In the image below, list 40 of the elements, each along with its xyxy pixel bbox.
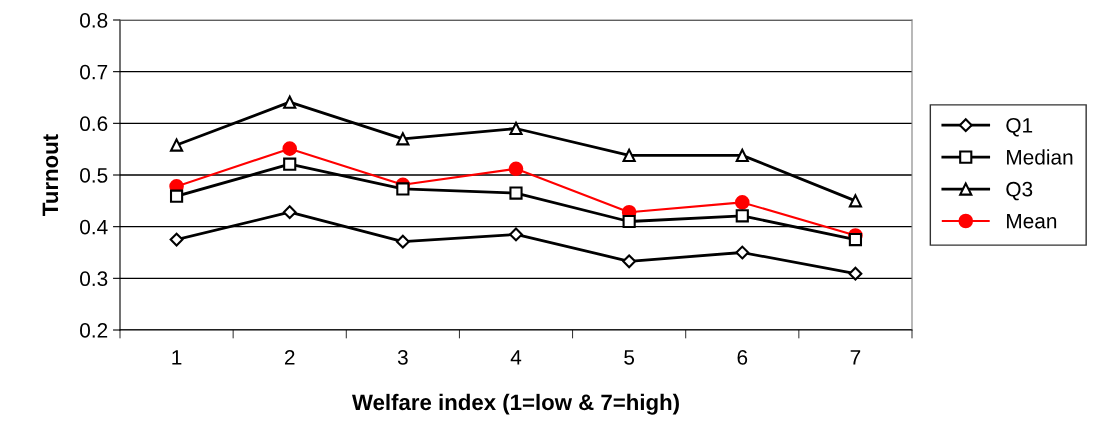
point	[169, 189, 184, 203]
point	[735, 195, 750, 210]
y-tick-label: 0.8	[80, 13, 108, 28]
point	[282, 205, 297, 220]
x-tick-label: 6	[737, 349, 748, 365]
point	[848, 232, 863, 247]
y-tick-label: 0.4	[80, 219, 108, 235]
point	[509, 227, 523, 242]
point	[735, 209, 749, 223]
legend-label: Q3	[1006, 181, 1033, 201]
x-tick-label: 1	[172, 350, 182, 365]
y-tick-label: 0.3	[80, 271, 108, 287]
point	[848, 194, 863, 208]
point	[395, 234, 410, 249]
point	[282, 141, 297, 156]
point	[396, 132, 410, 146]
y-tick-label: 0.2	[80, 323, 108, 338]
point	[622, 214, 636, 229]
y-tick-label: 0.5	[80, 168, 108, 183]
point	[509, 186, 523, 200]
x-axis-title: Welfare index (1=low & 7=high)	[351, 393, 679, 415]
x-tick-label: 2	[284, 349, 295, 365]
y-tick-label: 0.7	[80, 64, 108, 80]
x-tick-label: 3	[397, 349, 408, 365]
point	[283, 157, 297, 171]
y-axis-title: Turnout	[42, 134, 59, 216]
x-tick-label: 7	[850, 350, 861, 365]
point	[169, 232, 184, 247]
point	[735, 245, 750, 260]
legend-label: Median	[1007, 149, 1073, 165]
point	[508, 161, 524, 177]
y-tick-label: 0.6	[80, 116, 108, 132]
x-tick-label: 4	[510, 350, 522, 365]
point	[169, 138, 184, 152]
x-tick-label: 5	[624, 350, 635, 365]
point	[396, 182, 410, 196]
legend-label: Mean	[1007, 213, 1057, 229]
point	[622, 254, 637, 269]
point	[848, 266, 863, 281]
legend-label: Q1	[1006, 117, 1033, 137]
